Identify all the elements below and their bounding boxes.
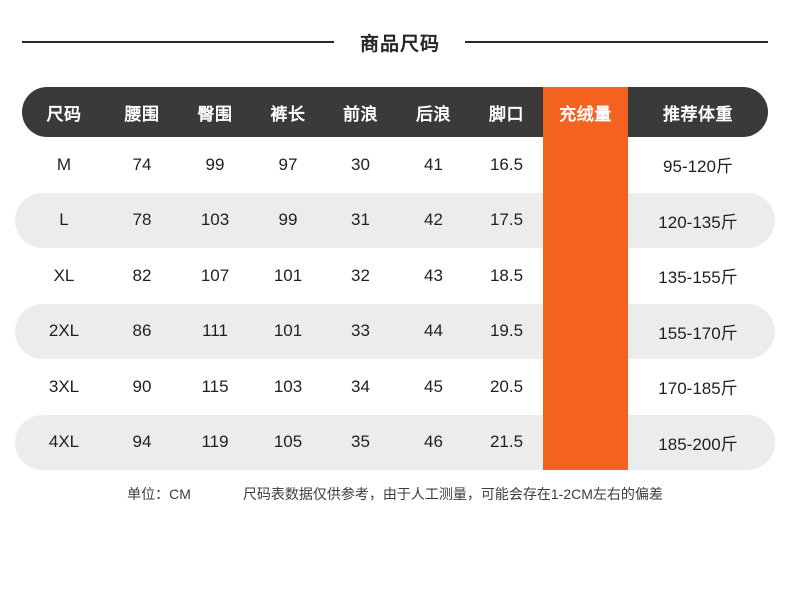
cell-size: 3XL	[48, 376, 80, 396]
cell-1: 78	[132, 210, 152, 230]
cell-size: L	[59, 210, 69, 230]
row-stripe	[15, 192, 775, 248]
cell-8: 95-120斤	[663, 157, 733, 177]
cell-size: 4XL	[48, 432, 80, 452]
cell-2: 99	[205, 154, 225, 174]
cell-2: 115	[201, 376, 229, 396]
column-header-8: 推荐体重	[663, 104, 733, 124]
row-cells: 2XL 86 111 101 33 44 19.5 16g 155-170斤	[0, 304, 790, 360]
cell-size: XL	[53, 265, 75, 285]
title-rule-left	[21, 41, 334, 43]
table-row: L 78 103 99 31 42 17.5 14g 120-135斤	[0, 192, 790, 249]
cell-4: 34	[351, 376, 370, 396]
row-cells: M 74 99 97 30 41 16.5 12g 95-120斤	[0, 137, 790, 193]
table-footer: 单位：CM 尺码表数据仅供参考，由于人工测量，可能会存在1-2CM左右的偏差	[0, 484, 790, 504]
row-cells: XL 82 107 101 32 43 18.5 16g 135-155斤	[0, 248, 790, 304]
footer-unit-label: 单位：CM	[127, 486, 191, 502]
cell-6: 19.5	[489, 321, 524, 341]
cell-4: 35	[351, 432, 370, 452]
cell-5: 46	[424, 432, 443, 452]
cell-8: 120-135斤	[658, 212, 738, 232]
row-stripe	[15, 414, 775, 470]
cell-7: 18g	[570, 376, 601, 396]
cell-8: 155-170斤	[658, 323, 738, 343]
cell-3: 105	[273, 432, 303, 452]
cell-6: 18.5	[489, 265, 524, 285]
table-row: M 74 99 97 30 41 16.5 12g 95-120斤	[0, 137, 790, 193]
table-body: M 74 99 97 30 41 16.5 12g 95-120斤 L 78 103 99 31 42 17.…	[0, 137, 790, 470]
cell-6: 16.5	[489, 154, 524, 174]
column-header-7: 充绒量	[559, 104, 612, 124]
cell-7: 18g	[570, 432, 601, 452]
footer-disclaimer: 尺码表数据仅供参考，由于人工测量，可能会存在1-2CM左右的偏差	[242, 486, 663, 502]
column-header-2: 臀围	[197, 104, 233, 124]
cell-8: 170-185斤	[658, 379, 738, 399]
title-rule-right	[465, 41, 768, 43]
cell-5: 42	[424, 210, 443, 230]
column-header-3: 裤长	[270, 104, 306, 124]
cell-7: 14g	[570, 210, 601, 230]
cell-4: 31	[351, 210, 370, 230]
cell-1: 82	[132, 265, 152, 285]
page-title-bar: 商品尺码	[0, 22, 790, 62]
cell-3: 101	[273, 321, 303, 341]
cell-3: 103	[273, 376, 303, 396]
column-header-1: 腰围	[124, 104, 160, 124]
cell-5: 43	[424, 265, 443, 285]
cell-7: 16g	[570, 321, 601, 341]
cell-5: 45	[424, 376, 443, 396]
column-header-6: 脚口	[489, 104, 524, 124]
cell-4: 32	[351, 265, 370, 285]
cell-5: 44	[424, 321, 443, 341]
table-row: XL 82 107 101 32 43 18.5 16g 135-155斤	[0, 248, 790, 304]
cell-2: 107	[200, 265, 230, 285]
cell-2: 111	[202, 321, 228, 341]
table-header-background	[22, 87, 768, 137]
cell-4: 33	[351, 321, 370, 341]
cell-1: 74	[132, 154, 152, 174]
cell-1: 94	[132, 432, 152, 452]
cell-5: 41	[424, 154, 443, 174]
page-title: 商品尺码	[359, 33, 440, 55]
cell-3: 99	[278, 210, 298, 230]
cell-7: 12g	[570, 154, 601, 174]
cell-6: 20.5	[489, 376, 524, 396]
row-cells: 4XL 94 119 105 35 46 21.5 18g 185-200斤	[0, 415, 790, 471]
row-cells: L 78 103 99 31 42 17.5 14g 120-135斤	[0, 193, 790, 249]
cell-3: 97	[278, 154, 298, 174]
cell-6: 21.5	[489, 432, 524, 452]
cell-4: 30	[351, 154, 370, 174]
table-header-row: 尺码 腰围 臀围 裤长 前浪 后浪 脚口 充绒量 推荐体重	[0, 87, 790, 137]
cell-1: 90	[132, 376, 152, 396]
cell-size: M	[56, 154, 72, 174]
cell-2: 103	[200, 210, 230, 230]
table-row: 4XL 94 119 105 35 46 21.5 18g 185-200斤	[0, 414, 790, 471]
row-stripe	[15, 303, 775, 359]
cell-8: 135-155斤	[658, 268, 738, 288]
column-header-4: 前浪	[343, 104, 378, 124]
table-row: 2XL 86 111 101 33 44 19.5 16g 155-170斤	[0, 303, 790, 360]
column-header-5: 后浪	[416, 104, 451, 124]
cell-1: 86	[132, 321, 152, 341]
cell-size: 2XL	[48, 321, 80, 341]
cell-7: 16g	[570, 265, 601, 285]
cell-3: 101	[273, 265, 303, 285]
cell-8: 185-200斤	[658, 434, 738, 454]
row-cells: 3XL 90 115 103 34 45 20.5 18g 170-185斤	[0, 359, 790, 415]
column-header-0: 尺码	[46, 104, 82, 124]
table-row: 3XL 90 115 103 34 45 20.5 18g 170-185斤	[0, 359, 790, 415]
cell-6: 17.5	[489, 210, 524, 230]
cell-2: 119	[201, 432, 229, 452]
